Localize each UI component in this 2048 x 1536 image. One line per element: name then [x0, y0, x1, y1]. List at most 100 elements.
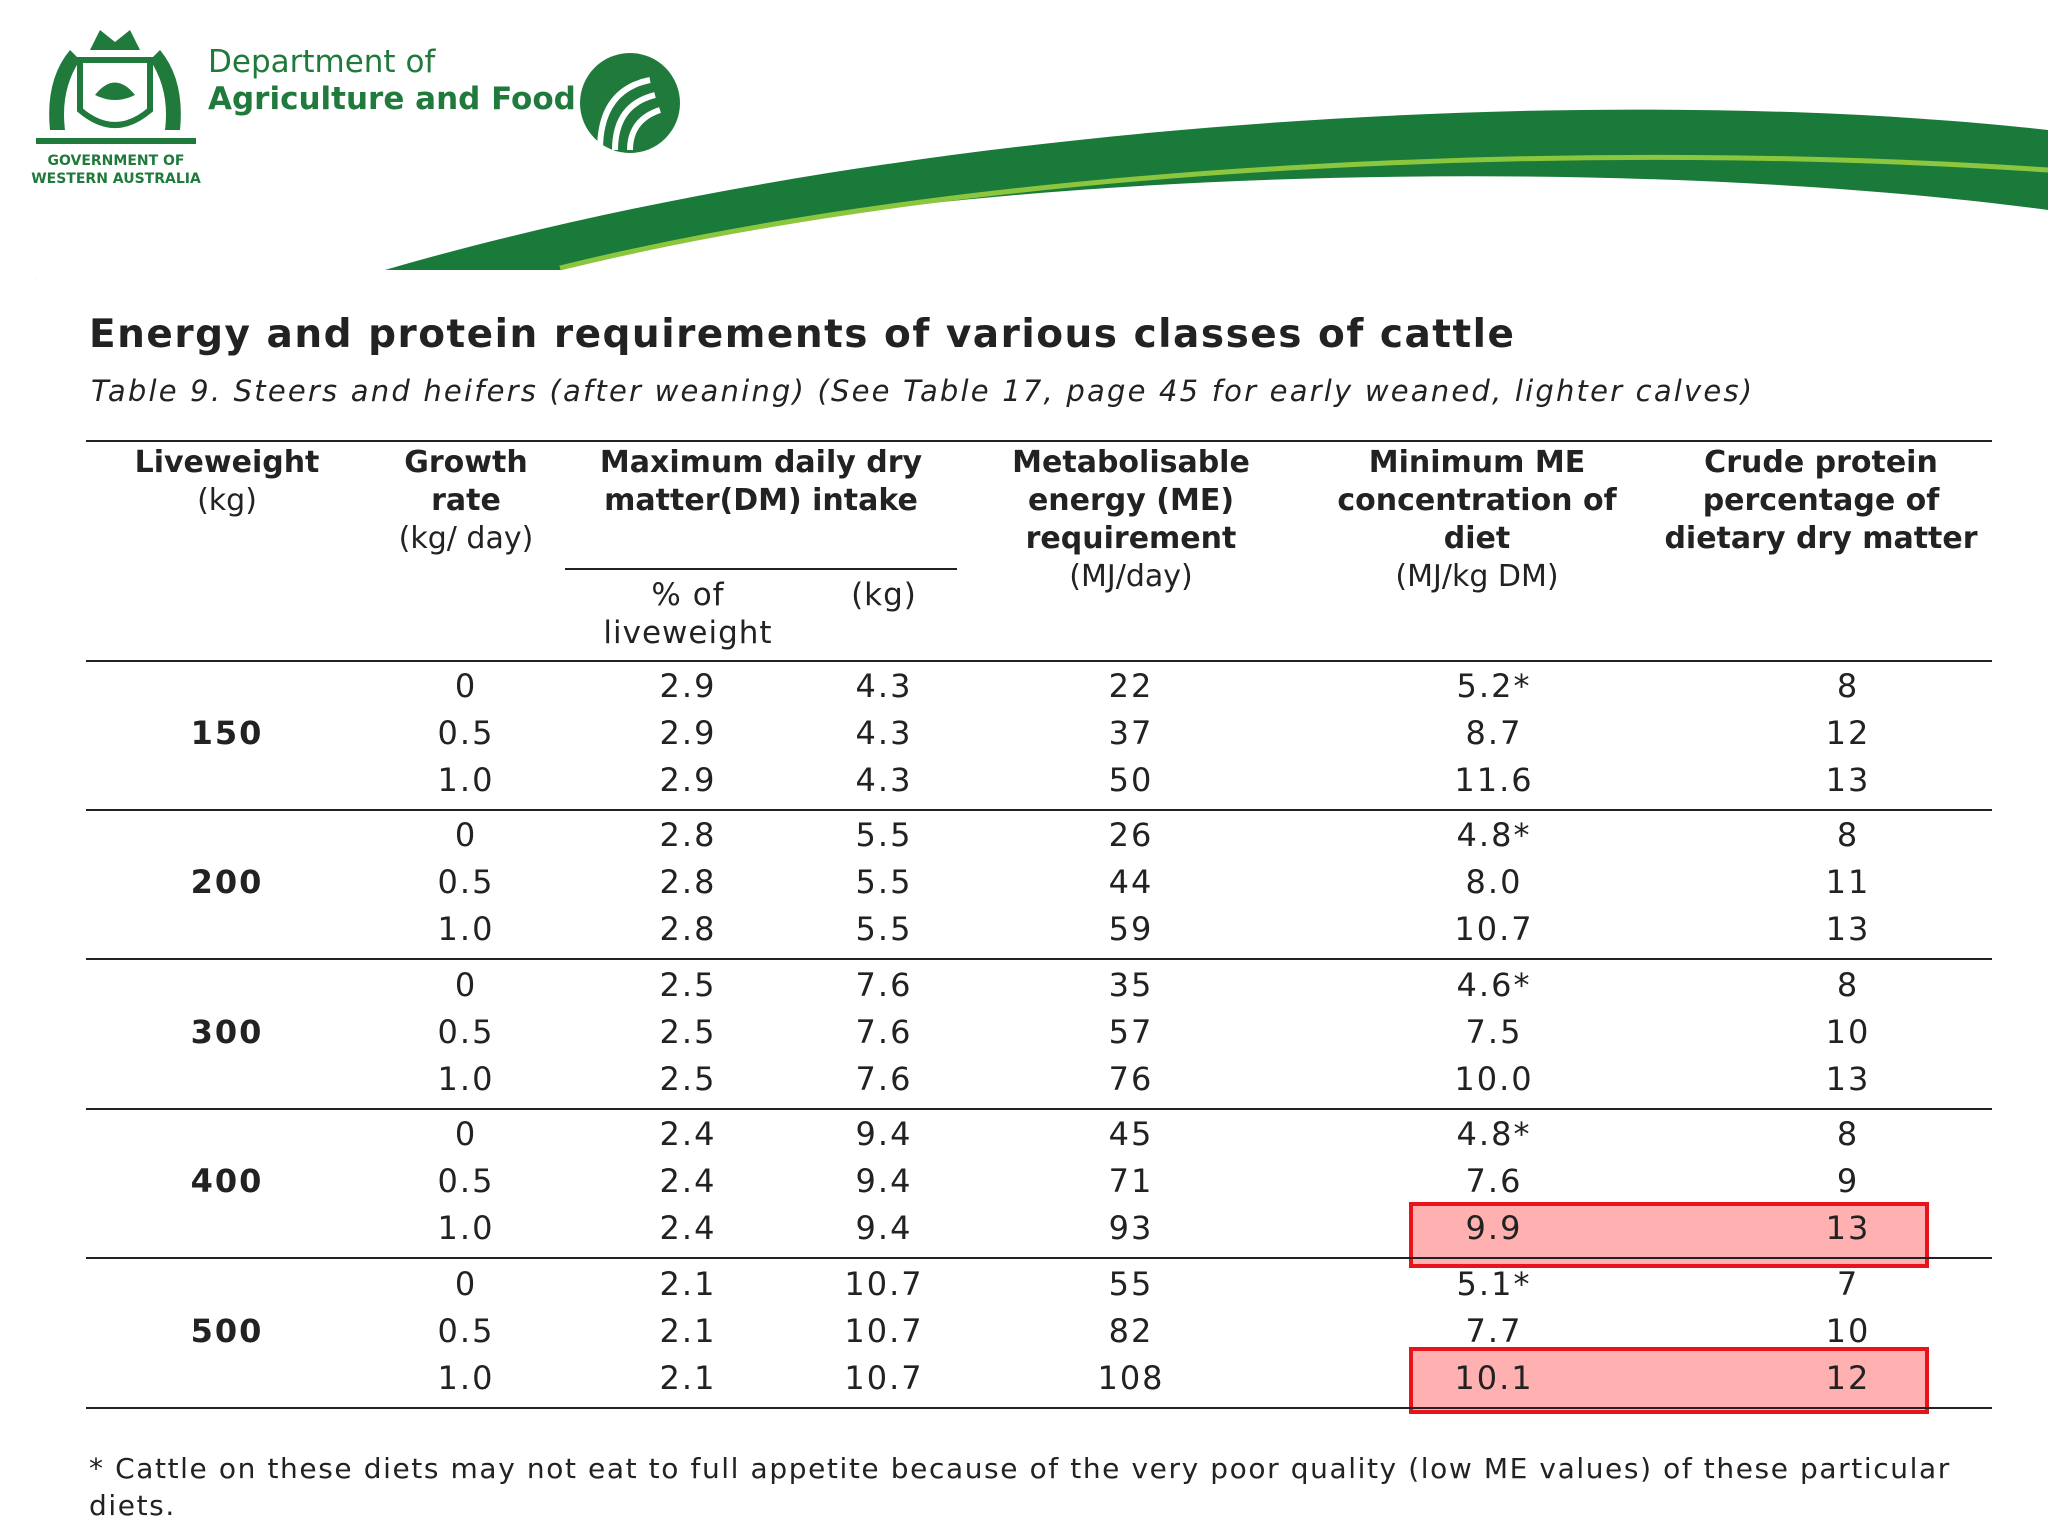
cell: 1.0 [437, 761, 495, 799]
cell: 9.4 [855, 1115, 913, 1154]
cell: 10.1 [1454, 1358, 1534, 1397]
cell: 5.5 [855, 816, 913, 855]
government-line: WESTERN AUSTRALIA [31, 171, 201, 187]
cell: 4.3 [855, 714, 913, 752]
cell: 1.0 [437, 1358, 495, 1397]
cell: 2.1 [659, 1358, 717, 1397]
rule [86, 1257, 1992, 1260]
cell: 7.6 [855, 965, 913, 1004]
cell: 2.9 [659, 714, 717, 752]
cell: 0 [454, 965, 478, 1004]
cell: 11 [1825, 863, 1871, 902]
cell: 9.9 [1465, 1209, 1523, 1248]
cell: 0 [454, 667, 478, 705]
rule [86, 660, 1992, 662]
cell: 35 [1108, 965, 1154, 1004]
cell: 50 [1108, 761, 1154, 799]
cell: 108 [1097, 1358, 1165, 1397]
footnote: * Cattle on these diets may not eat to f… [89, 1452, 1951, 1522]
cell: 7 [1836, 1264, 1860, 1303]
cell: 0.5 [437, 1311, 495, 1350]
cell: 1.0 [437, 1209, 495, 1248]
column-unit: (kg) [197, 483, 257, 518]
cell: 0.5 [437, 863, 495, 902]
cell: 12 [1825, 1358, 1871, 1397]
cell: 0.5 [437, 1162, 495, 1201]
banner [35, 30, 2048, 280]
rule [86, 1406, 1992, 1409]
cell: 45 [1108, 1115, 1154, 1154]
cell: 8 [1836, 667, 1860, 705]
rule [565, 568, 957, 570]
cell: 0 [454, 816, 478, 855]
cell: 13 [1825, 1059, 1871, 1098]
cell: 2.5 [659, 965, 717, 1004]
cell: 2.8 [659, 910, 717, 949]
cell: 5.1* [1456, 1264, 1532, 1303]
rule [86, 1107, 1992, 1110]
rule [86, 440, 1992, 442]
cell: 4.6* [1456, 965, 1532, 1004]
cell: 8 [1836, 1115, 1860, 1154]
cell: 2.8 [659, 816, 717, 855]
cell: 4.8* [1456, 1115, 1532, 1154]
cell: 37 [1108, 714, 1154, 752]
cell: 2.9 [659, 667, 717, 705]
liveweight: 200 [190, 863, 264, 902]
cell: 10.7 [844, 1264, 924, 1303]
department-line: Agriculture and Food [208, 81, 576, 117]
cell: 2.8 [659, 863, 717, 902]
cell: 8.0 [1465, 863, 1523, 902]
department-line: Department of [208, 44, 436, 80]
department: Department of Agriculture and Food [208, 44, 576, 118]
rule [86, 809, 1992, 811]
cell: 5.5 [855, 863, 913, 902]
swoosh-line [559, 154, 2048, 271]
cell: 2.9 [659, 761, 717, 799]
cell: 4.3 [855, 667, 913, 705]
cell: 13 [1825, 761, 1871, 799]
cell: 22 [1108, 667, 1154, 705]
cell: 7.5 [1465, 1012, 1523, 1051]
cell: 10 [1825, 1311, 1871, 1350]
cell: 7.6 [855, 1012, 913, 1051]
cell: 10.7 [1454, 910, 1534, 949]
cell: 55 [1108, 1264, 1154, 1303]
cell: 7.6 [1465, 1162, 1523, 1201]
column-header: Liveweight (kg) [107, 444, 347, 520]
cell: 9.4 [855, 1209, 913, 1248]
column-header: Maximum daily dry matter(DM) intake [596, 444, 926, 520]
round-logo [580, 53, 680, 153]
swoosh [385, 109, 2048, 270]
cell: 2.4 [659, 1162, 717, 1201]
cell: 7.7 [1465, 1311, 1523, 1350]
column-name: Minimum ME concentration of diet [1337, 445, 1617, 556]
cell: 44 [1108, 863, 1154, 902]
cell: 1.0 [437, 910, 495, 949]
cell: 1.0 [437, 1059, 495, 1098]
cell: 7.6 [855, 1059, 913, 1098]
cell: 82 [1108, 1311, 1154, 1350]
cell: 13 [1825, 910, 1871, 949]
column-unit: (MJ/kg DM) [1395, 559, 1559, 594]
liveweight: 500 [190, 1311, 264, 1350]
cell: 26 [1108, 816, 1154, 855]
column-header: Growth rate (kg/ day) [391, 444, 541, 558]
column-header: Crude protein percentage of dietary dry … [1661, 444, 1981, 558]
column-unit: (kg/ day) [398, 521, 534, 556]
cell: 8.7 [1465, 714, 1523, 752]
cell: 76 [1108, 1059, 1154, 1098]
cell: 10.7 [844, 1311, 924, 1350]
cell: 9 [1836, 1162, 1860, 1201]
cell: 12 [1825, 714, 1871, 752]
cell: 71 [1108, 1162, 1154, 1201]
cell: 0.5 [437, 1012, 495, 1051]
liveweight: 150 [190, 714, 264, 752]
government: GOVERNMENT OF WESTERN AUSTRALIA [18, 152, 214, 188]
highlight [1409, 1202, 1929, 1268]
subcolumn-header: % of liveweight [603, 577, 773, 651]
cell: 8 [1836, 965, 1860, 1004]
title: Energy and protein requirements of vario… [89, 312, 1516, 357]
cell: 9.4 [855, 1162, 913, 1201]
cell: 93 [1108, 1209, 1154, 1248]
